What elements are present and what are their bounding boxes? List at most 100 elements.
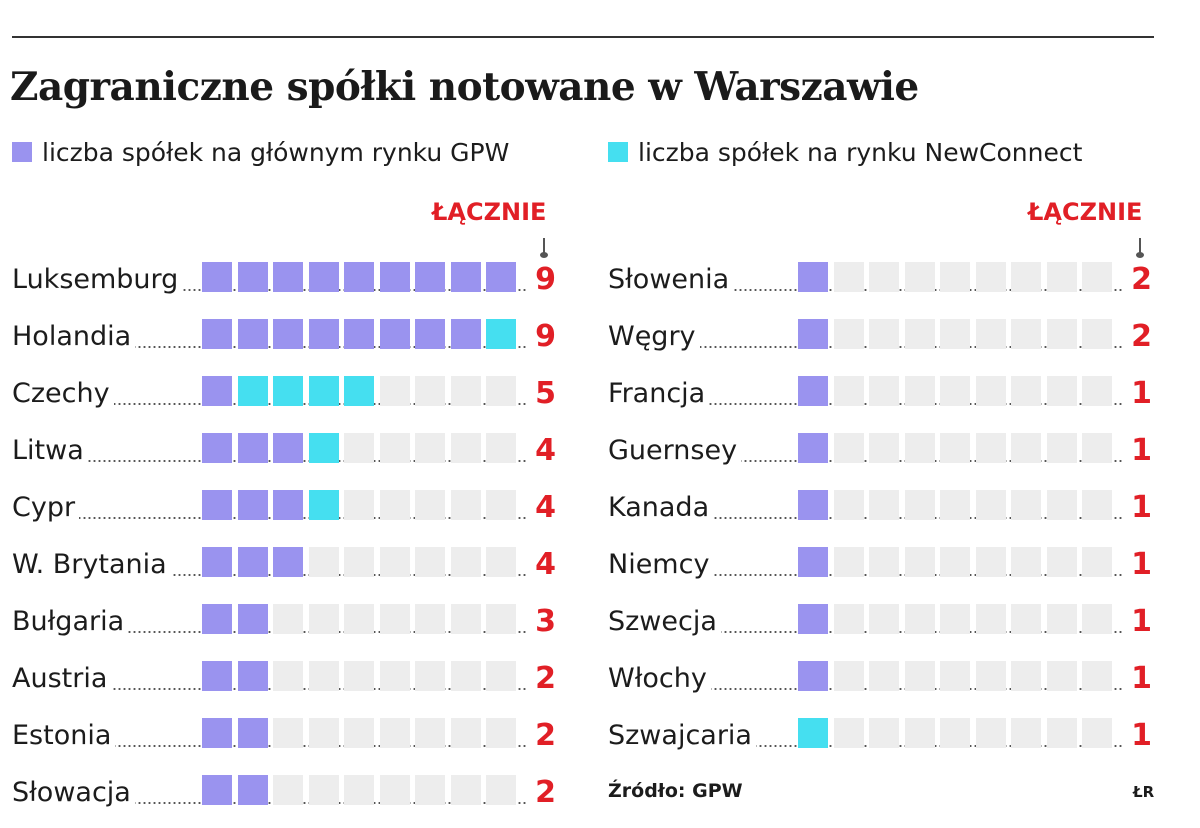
empty-square [1046, 376, 1077, 406]
total-value: 5 [535, 376, 556, 411]
main-market-square [344, 319, 374, 349]
legend-main-swatch [12, 142, 32, 162]
empty-square [379, 718, 410, 748]
main-market-square [237, 490, 268, 520]
empty-square [940, 433, 970, 463]
total-value: 1 [1131, 433, 1152, 468]
empty-square [833, 433, 864, 463]
empty-square [1011, 490, 1041, 520]
empty-square [1082, 262, 1112, 292]
empty-square [975, 433, 1006, 463]
empty-square [904, 376, 935, 406]
total-value: 4 [535, 490, 556, 525]
legend-main-label: liczba spółek na głównym rynku GPW [42, 137, 510, 167]
main-market-square [202, 490, 232, 520]
empty-square [940, 547, 970, 577]
table-row: Szwecja 1 [608, 604, 1152, 640]
total-value: 2 [1131, 319, 1152, 354]
main-market-square [379, 262, 410, 292]
empty-square [308, 604, 339, 634]
main-market-square [202, 661, 232, 691]
empty-square [904, 433, 935, 463]
empty-square [486, 376, 516, 406]
empty-square [344, 490, 374, 520]
empty-square [869, 604, 899, 634]
main-market-square [273, 262, 303, 292]
empty-square [1011, 319, 1041, 349]
total-value: 2 [535, 718, 556, 753]
empty-square [975, 547, 1006, 577]
empty-square [415, 490, 445, 520]
empty-square [940, 661, 970, 691]
empty-square [486, 604, 516, 634]
empty-square [415, 604, 445, 634]
table-row: Cypr 4 [12, 490, 556, 526]
main-market-square [450, 262, 481, 292]
empty-square [1082, 490, 1112, 520]
empty-square [1011, 718, 1041, 748]
newconnect-square [273, 376, 303, 406]
empty-square [486, 547, 516, 577]
empty-square [308, 547, 339, 577]
newconnect-square [344, 376, 374, 406]
table-row: Luksemburg 9 [12, 262, 556, 298]
country-label: Austria [12, 661, 112, 697]
empty-square [940, 262, 970, 292]
empty-square [415, 376, 445, 406]
empty-square [415, 718, 445, 748]
empty-square [869, 376, 899, 406]
empty-square [450, 718, 481, 748]
country-label: Litwa [12, 433, 88, 469]
main-market-square [202, 718, 232, 748]
main-market-square [798, 661, 828, 691]
empty-square [833, 376, 864, 406]
total-value: 1 [1131, 547, 1152, 582]
total-value: 4 [535, 547, 556, 582]
main-market-square [202, 547, 232, 577]
main-market-square [486, 262, 516, 292]
table-row: Węgry 2 [608, 319, 1152, 355]
leader-dots [12, 631, 526, 633]
empty-square [869, 433, 899, 463]
empty-square [1082, 604, 1112, 634]
empty-square [1011, 262, 1041, 292]
empty-square [833, 661, 864, 691]
leader-dots [12, 403, 526, 405]
country-label: Słowenia [608, 262, 734, 298]
empty-square [940, 490, 970, 520]
main-market-square [202, 262, 232, 292]
leader-dots [12, 802, 526, 804]
main-market-square [379, 319, 410, 349]
empty-square [833, 490, 864, 520]
main-market-square [237, 433, 268, 463]
empty-square [308, 661, 339, 691]
empty-square [975, 376, 1006, 406]
main-market-square [798, 319, 828, 349]
main-market-square [308, 319, 339, 349]
total-header-left: ŁĄCZNIE [432, 198, 547, 226]
newconnect-square [237, 376, 268, 406]
author-signature: ŁR [1133, 783, 1155, 801]
country-label: Szwecja [608, 604, 721, 640]
empty-square [940, 718, 970, 748]
empty-square [344, 604, 374, 634]
main-market-square [237, 718, 268, 748]
table-row: Holandia 9 [12, 319, 556, 355]
country-label: Guernsey [608, 433, 742, 469]
empty-square [1082, 547, 1112, 577]
empty-square [869, 262, 899, 292]
table-row: Austria 2 [12, 661, 556, 697]
total-value: 1 [1131, 604, 1152, 639]
leader-dots [12, 517, 526, 519]
total-value: 9 [535, 319, 556, 354]
country-label: Kanada [608, 490, 714, 526]
empty-square [904, 661, 935, 691]
empty-square [869, 718, 899, 748]
leader-dots [12, 745, 526, 747]
table-row: Czechy 5 [12, 376, 556, 412]
newconnect-square [308, 490, 339, 520]
empty-square [344, 775, 374, 805]
table-row: Słowenia 2 [608, 262, 1152, 298]
empty-square [379, 661, 410, 691]
empty-square [975, 718, 1006, 748]
